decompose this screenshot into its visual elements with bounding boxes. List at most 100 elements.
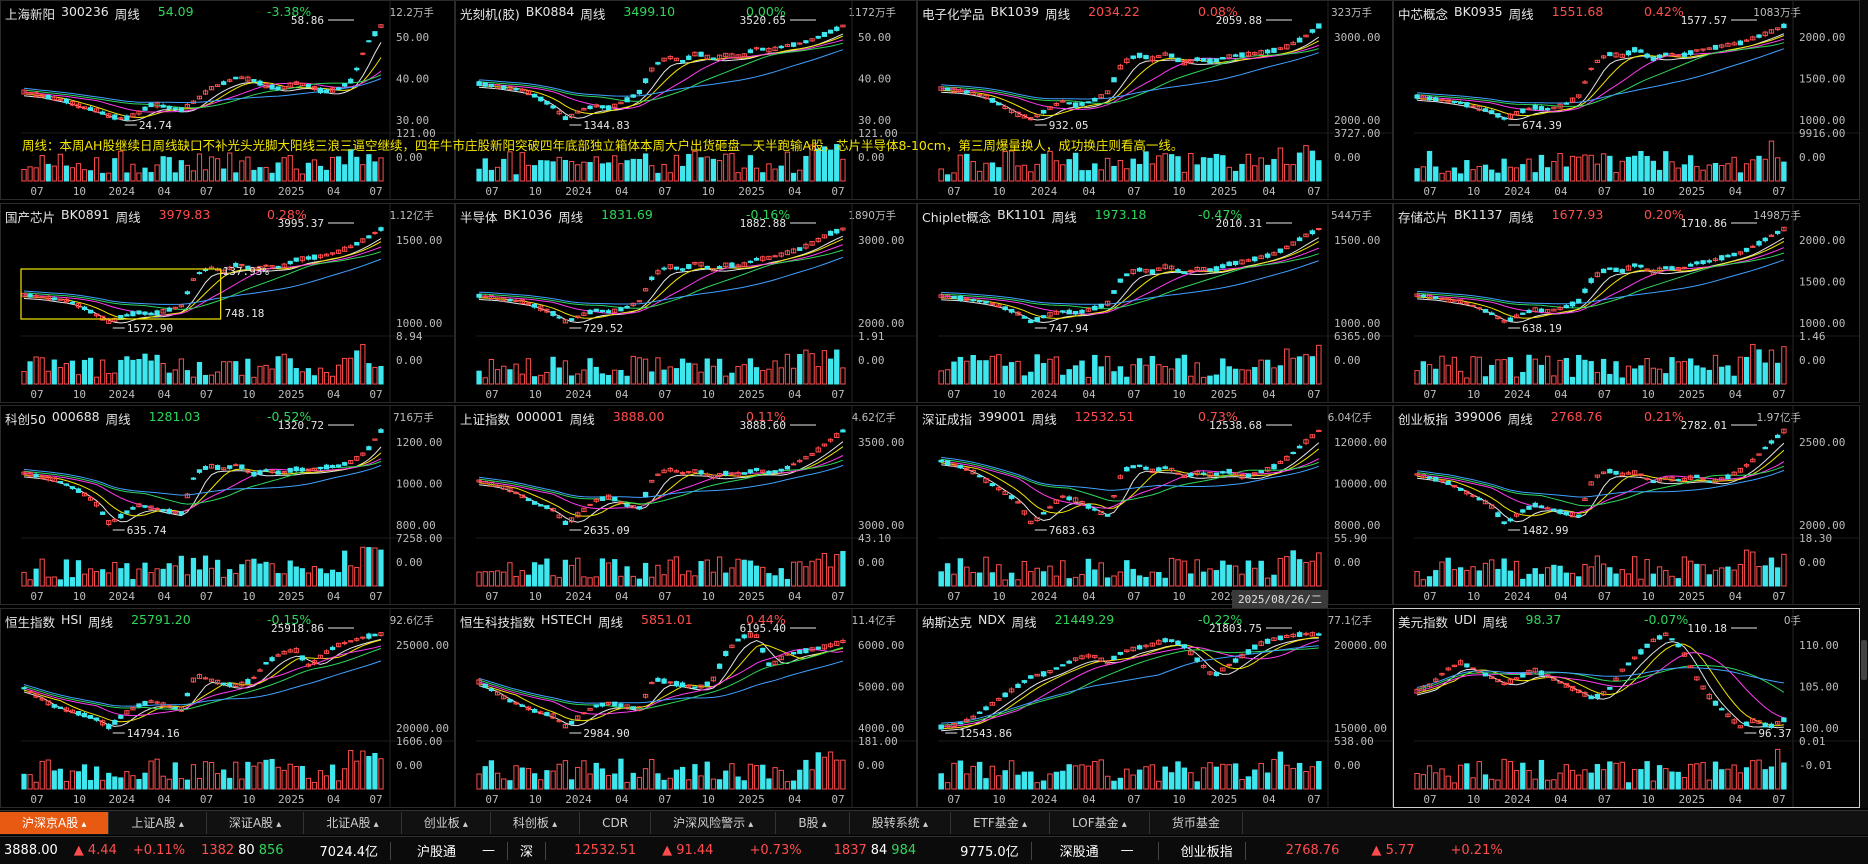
candle-body — [803, 456, 809, 460]
market-tab[interactable]: CDR — [580, 812, 652, 834]
market-tab[interactable]: 创业板 ▴ — [402, 812, 491, 834]
market-tab[interactable]: LOF基金 ▴ — [1050, 812, 1150, 834]
tab-menu-arrow-icon[interactable]: ▴ — [818, 819, 827, 830]
volume-bar — [275, 356, 281, 385]
candle-body — [1130, 269, 1136, 275]
chart-panel[interactable]: 恒生科技指数 HSTECH 周线 5851.01 0.44% 11.4亿手 6000.00 5… — [455, 608, 917, 808]
chart-panel[interactable]: Chiplet概念 BK1101 周线 1973.18 -0.47% 544万手 1500.… — [917, 203, 1393, 403]
volume-bar — [655, 773, 661, 790]
chart-panel[interactable]: 上海新阳 300236 周线 54.09 -3.38% 12.2万手 50.00 40.00 3… — [0, 0, 455, 200]
chart-panel[interactable]: 科创50 000688 周线 1281.03 -0.52% 716万手 1200.00 100… — [0, 405, 455, 605]
market-tab[interactable]: 深证A股 ▴ — [207, 812, 305, 834]
market-tab[interactable]: 沪深风险警示 ▴ — [651, 812, 777, 834]
market-tab[interactable]: 北证A股 ▴ — [304, 812, 402, 834]
market-tab[interactable]: B股 ▴ — [776, 812, 850, 834]
tab-menu-arrow-icon[interactable]: ▴ — [370, 819, 379, 830]
candle-body — [1034, 517, 1040, 522]
chart-panel[interactable]: 电子化学品 BK1039 周线 2034.22 0.08% 323万手 3000.00 200… — [917, 0, 1393, 200]
volume-bar — [21, 169, 27, 182]
chart-panel[interactable]: 光刻机(胶) BK0884 周线 3499.10 0.00% 1172万手 50.00 40.… — [455, 0, 917, 200]
sh-connect-label[interactable]: 沪股通 — [417, 845, 457, 860]
tab-menu-arrow-icon[interactable]: ▴ — [78, 819, 87, 830]
chart-panel[interactable]: 纳斯达克 NDX 周线 21449.29 -0.22% 77.1亿手 20000.00 150… — [917, 608, 1393, 808]
market-tab[interactable]: 货币基金 — [1150, 812, 1243, 834]
chart-panel[interactable]: 恒生指数 HSI 周线 25791.20 -0.15% 92.6亿手 25000.00 200… — [0, 608, 455, 808]
candle-body — [1130, 646, 1136, 652]
volume-bar — [208, 156, 215, 182]
candle-body — [1188, 269, 1194, 272]
tab-menu-arrow-icon[interactable]: ▴ — [175, 819, 184, 830]
tab-menu-arrow-icon[interactable]: ▴ — [1118, 819, 1127, 830]
market-tab[interactable]: ETF基金 ▴ — [951, 812, 1050, 834]
chart-panel[interactable]: 半导体 BK1036 周线 1831.69 -0.16% 1890万手 3000.00 200… — [455, 203, 917, 403]
market-tab[interactable]: 上证A股 ▴ — [109, 812, 207, 834]
volume-bar — [1638, 365, 1644, 385]
candle-body — [329, 252, 336, 255]
candle-body — [1526, 505, 1532, 510]
tab-menu-arrow-icon[interactable]: ▴ — [1018, 819, 1027, 830]
chart-panel[interactable]: 存储芯片 BK1137 周线 1677.93 0.20% 1498万手 2000.00 150… — [1393, 203, 1860, 403]
scrollbar-thumb[interactable] — [1861, 640, 1867, 680]
volume-bar — [649, 165, 655, 182]
tab-menu-arrow-icon[interactable]: ▴ — [745, 819, 754, 830]
chart-panel[interactable]: 上证指数 000001 周线 3888.00 0.11% 4.62亿手 3500.00 300… — [455, 405, 917, 605]
candle-body — [649, 67, 655, 72]
volume-bar — [1663, 768, 1669, 790]
volume-bar — [87, 357, 94, 385]
volume-bar — [281, 769, 287, 790]
volume-bar — [951, 361, 957, 385]
chart-panel[interactable]: 中芯概念 BK0935 周线 1551.68 0.42% 1083万手 2000.00 150… — [1393, 0, 1860, 200]
volume-bar — [716, 358, 723, 385]
tab-menu-arrow-icon[interactable]: ▴ — [459, 819, 468, 830]
volume-bar — [507, 369, 513, 385]
moving-average-line — [23, 74, 382, 109]
chart-panel[interactable]: 美元指数 UDI 周线 98.37 -0.07% 0手 110.00 105.00 100.00… — [1393, 608, 1860, 808]
candle-body — [1104, 660, 1111, 665]
tab-menu-arrow-icon[interactable]: ▴ — [919, 819, 928, 830]
volume-bar — [636, 357, 643, 385]
volume-bar — [655, 172, 661, 182]
volume-bar — [130, 359, 136, 385]
volume-bar — [1258, 359, 1264, 385]
y-tick-label: 3000.00 — [858, 234, 904, 247]
vertical-scrollbar[interactable] — [1860, 0, 1868, 808]
volume-bar — [305, 162, 311, 182]
candle-body — [815, 447, 821, 453]
tab-menu-arrow-icon[interactable]: ▴ — [273, 819, 282, 830]
chart-panel[interactable]: 深证成指 399001 周线 12532.51 0.73% 6.04亿手 12000.00 1… — [917, 405, 1393, 605]
sz-connect-label[interactable]: 深股通 — [1059, 845, 1099, 860]
volume-bar — [1663, 373, 1669, 385]
cyb-label[interactable]: 创业板指 — [1180, 845, 1233, 860]
chart-panel[interactable]: 国产芯片 BK0891 周线 3979.83 0.28% 1.12亿手 1500.00 100… — [0, 203, 455, 403]
candle-body — [1476, 307, 1482, 310]
candle-body — [1538, 670, 1545, 676]
tab-menu-arrow-icon[interactable]: ▴ — [548, 819, 558, 830]
market-tab[interactable]: 科创板 ▴ — [491, 812, 581, 834]
volume-bar — [227, 777, 233, 790]
volume-bar — [1650, 367, 1657, 385]
moving-average-line — [479, 249, 844, 309]
candle-body — [612, 496, 618, 502]
chart-panel[interactable]: 创业板指 399006 周线 2768.76 0.21% 1.97亿手 2500.00 200… — [1393, 405, 1860, 605]
x-tick-label: 07 — [1423, 388, 1436, 401]
candle-body — [57, 298, 63, 301]
market-tab[interactable]: 股转系统 ▴ — [850, 812, 951, 834]
volume-bar — [809, 353, 815, 385]
market-tab[interactable]: 沪深京A股 ▴ — [0, 812, 110, 834]
